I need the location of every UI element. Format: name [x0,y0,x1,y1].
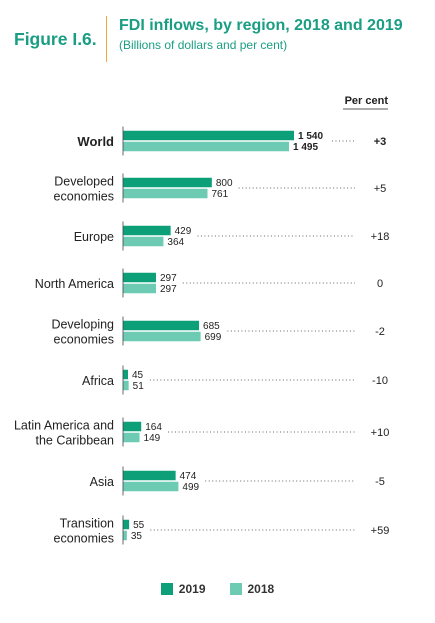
value-label-2019: 164 [145,422,162,433]
legend-label-2018: 2018 [247,582,275,596]
percent-change-label: -2 [375,326,385,338]
value-label-2019: 55 [133,520,145,531]
legend-swatch-2018 [229,583,242,595]
value-label-2019: 1 540 [298,131,323,142]
percent-change-label: +18 [371,231,390,243]
value-label-2018: 761 [212,189,229,200]
percent-change-label: +5 [374,183,387,195]
value-label-2019: 800 [216,178,233,189]
bar-2018 [123,481,179,492]
bar-2019 [123,519,130,530]
category-label: Europe [74,230,114,244]
category-label: Developing [51,318,114,332]
bar-2018 [123,283,156,294]
legend-swatch-2019 [160,583,173,595]
value-label-2019: 297 [160,273,177,284]
legend: 2019 2018 [0,582,435,596]
category-label: North America [35,277,114,291]
value-label-2018: 149 [144,433,161,444]
title-divider [106,16,107,62]
category-label: World [77,134,114,149]
percent-change-label: +59 [371,525,390,537]
figure-label: Figure I.6. [14,29,97,49]
percent-change-label: +3 [374,136,387,148]
legend-label-2019: 2019 [178,582,206,596]
bar-2019 [123,177,212,188]
value-label-2019: 474 [180,471,197,482]
bar-2018 [123,331,201,342]
bar-2019 [123,272,156,283]
value-label-2018: 51 [133,381,145,392]
value-label-2018: 35 [131,531,143,542]
category-label: Developed [54,175,114,189]
value-label-2019: 685 [203,321,220,332]
percent-change-label: 0 [377,278,383,290]
percent-change-label: -5 [375,476,385,488]
bar-2018 [123,141,290,152]
percent-change-label: +10 [371,427,390,439]
value-label-2019: 429 [175,226,192,237]
category-label: Africa [82,374,114,388]
category-label: economies [54,532,114,546]
bar-2018 [123,530,127,541]
bar-2019 [123,369,128,380]
value-label-2018: 499 [182,482,199,493]
value-label-2019: 45 [132,370,144,381]
value-label-2018: 297 [160,284,177,295]
category-label: Latin America and [14,419,114,433]
category-label: economies [54,190,114,204]
legend-item-2019: 2019 [160,582,206,596]
value-label-2018: 1 495 [293,142,318,153]
category-label: economies [54,333,114,347]
bar-2018 [123,188,208,199]
chart-subtitle: (Billions of dollars and per cent) [119,38,288,52]
category-label: the Caribbean [35,434,114,448]
legend-item-2018: 2018 [229,582,275,596]
bar-2019 [123,470,176,481]
category-label: Asia [90,475,114,489]
percent-change-label: -10 [372,375,388,387]
bar-2019 [123,320,200,331]
percent-column-header: Per cent [345,95,389,107]
category-label: Transition [60,517,114,531]
bar-2018 [123,380,129,391]
bar-2018 [123,432,140,443]
bar-2019 [123,225,171,236]
value-label-2018: 699 [205,332,222,343]
value-label-2018: 364 [167,237,184,248]
bar-2019 [123,130,294,141]
bar-2018 [123,236,164,247]
bar-2019 [123,421,142,432]
chart-title: FDI inflows, by region, 2018 and 2019 [119,17,403,34]
